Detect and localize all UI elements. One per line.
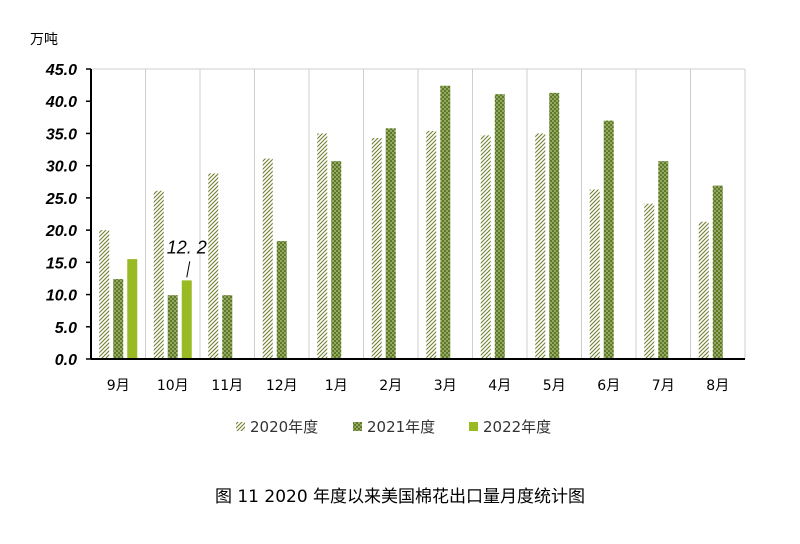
bar-2020年度-10月: [153, 190, 164, 359]
y-tick-label: 40.0: [45, 94, 77, 111]
bar-2020年度-8月: [698, 221, 709, 359]
data-label: 12. 2: [167, 237, 207, 257]
bar-2020年度-12月: [262, 158, 273, 359]
y-tick-label: 15.0: [46, 255, 77, 272]
x-tick-label: 2月: [379, 378, 402, 394]
legend-label: 2022年度: [483, 418, 551, 436]
legend-swatch: [236, 422, 245, 431]
annotation-leader: [186, 261, 191, 278]
gridlines: [90, 68, 746, 359]
y-tick-label: 20.0: [45, 223, 77, 240]
x-tick-label: 9月: [107, 378, 130, 394]
bar-2021年度-3月: [440, 85, 451, 359]
x-tick-label: 3月: [434, 378, 457, 394]
axes: [86, 68, 745, 360]
y-tick-label: 45.0: [45, 62, 77, 79]
x-tick-labels: 9月 10月 11月 12月 1月 2月 3月 4月 5月 6月 7月 8月: [107, 378, 729, 394]
legend: 2020年度 2021年度 2022年度: [236, 418, 551, 436]
bar-2021年度-11月: [222, 295, 233, 359]
bar-2021年度-12月: [276, 241, 287, 359]
bar-2020年度-11月: [208, 173, 219, 359]
y-tick-label: 35.0: [46, 126, 77, 143]
legend-swatch: [353, 422, 362, 431]
annotations: 12. 2: [167, 237, 207, 278]
bar-2020年度-3月: [426, 130, 437, 359]
bar-2021年度-6月: [603, 120, 614, 359]
bar-2022年度-9月: [127, 259, 138, 359]
bar-2021年度-2月: [385, 128, 396, 359]
x-tick-label: 4月: [488, 378, 511, 394]
bar-2020年度-4月: [480, 135, 491, 359]
bar-2021年度-5月: [549, 92, 560, 359]
bar-2020年度-2月: [371, 137, 382, 359]
bars: [99, 85, 723, 359]
y-tick-label: 5.0: [55, 320, 77, 337]
legend-swatch: [469, 422, 478, 431]
chart: 万吨 0.0 5.0 10.0 15.0 20.0 25.0 30.0 35.0 40.0 45.…: [30, 32, 746, 436]
bar-2020年度-9月: [99, 230, 110, 359]
y-tick-label: 10.0: [46, 288, 77, 305]
x-tick-label: 7月: [652, 378, 675, 394]
y-tick-label: 30.0: [46, 159, 77, 176]
x-tick-label: 5月: [543, 378, 566, 394]
x-tick-label: 12月: [266, 378, 298, 394]
bar-2021年度-9月: [113, 279, 124, 359]
bar-2020年度-5月: [535, 133, 546, 359]
legend-label: 2020年度: [250, 418, 318, 436]
bar-2020年度-7月: [644, 203, 655, 359]
figure-caption: 图 11 2020 年度以来美国棉花出口量月度统计图: [214, 487, 586, 507]
bar-2021年度-10月: [167, 295, 178, 359]
bar-2022年度-10月: [181, 280, 192, 359]
bar-2021年度-4月: [494, 94, 505, 359]
x-tick-label: 11月: [211, 378, 243, 394]
y-tick-label: 25.0: [45, 191, 77, 208]
y-tick-label: 0.0: [55, 352, 77, 369]
x-tick-label: 1月: [325, 378, 348, 394]
bar-2021年度-1月: [331, 161, 342, 359]
bar-2020年度-1月: [317, 133, 328, 359]
legend-label: 2021年度: [367, 418, 435, 436]
x-tick-label: 6月: [597, 378, 620, 394]
bar-2021年度-8月: [712, 185, 723, 359]
y-tick-labels: 0.0 5.0 10.0 15.0 20.0 25.0 30.0 35.0 40.0 45.0: [45, 62, 77, 369]
bar-2021年度-7月: [658, 161, 669, 359]
y-axis-unit: 万吨: [30, 32, 58, 48]
bar-2020年度-6月: [589, 189, 600, 359]
x-tick-label: 10月: [157, 378, 189, 394]
x-tick-label: 8月: [706, 378, 729, 394]
